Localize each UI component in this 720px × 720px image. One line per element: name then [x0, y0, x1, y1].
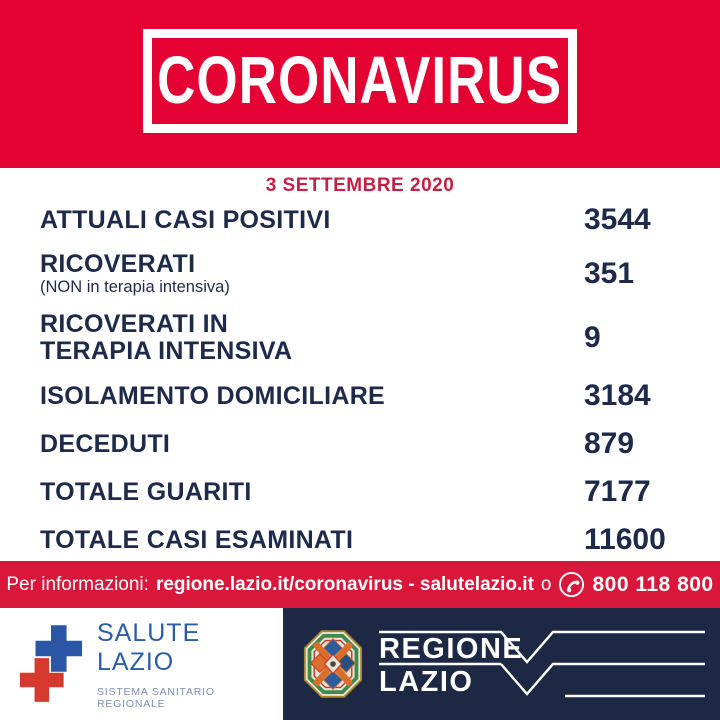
- lazio-text: LAZIO: [379, 666, 474, 698]
- title-frame: CORONAVIRUS: [143, 29, 577, 133]
- stat-value: 7177: [584, 475, 651, 508]
- stat-value: 3544: [584, 203, 651, 236]
- contact-prefix: Per informazioni:: [6, 573, 149, 595]
- stat-row-totale-casi-esaminati: TOTALE CASI ESAMINATI 11600: [0, 517, 720, 563]
- stat-label: TOTALE CASI ESAMINATI: [40, 525, 354, 554]
- stat-row-attuali-casi-positivi: ATTUALI CASI POSITIVI 3544: [0, 197, 720, 243]
- stats-panel: 3 SETTEMBRE 2020 ATTUALI CASI POSITIVI 3…: [0, 168, 720, 561]
- stat-label: RICOVERATI: [40, 250, 196, 278]
- stat-row-terapia-intensiva: RICOVERATI IN TERAPIA INTENSIVA 9: [0, 305, 720, 371]
- salute-lazio-cross-icon: [20, 625, 84, 703]
- stat-sublabel: (NON in terapia intensiva): [40, 278, 230, 296]
- regione-text: REGIONE: [379, 633, 523, 665]
- stat-value: 3184: [584, 379, 651, 412]
- regione-lazio-coat-of-arms-icon: [303, 629, 363, 699]
- stat-value: 9: [584, 321, 601, 354]
- contact-conjunction: o: [540, 573, 552, 595]
- header-banner: CORONAVIRUS: [0, 0, 720, 168]
- stat-label: DECEDUTI: [40, 429, 171, 458]
- salute-lazio-subtitle: SISTEMA SANITARIO REGIONALE: [97, 685, 215, 710]
- logos-bar: SALUTE LAZIO SISTEMA SANITARIO REGIONALE: [0, 608, 720, 720]
- stat-row-deceduti: DECEDUTI 879: [0, 421, 720, 467]
- page-title: CORONAVIRUS: [157, 43, 563, 119]
- stat-label: RICOVERATI IN: [40, 310, 229, 338]
- telephone-handset-icon: [558, 571, 585, 598]
- stat-label: ATTUALI CASI POSITIVI: [40, 205, 331, 234]
- stat-value: 351: [584, 257, 635, 290]
- contact-phone-number: 800 118 800: [592, 572, 714, 596]
- contact-strip: Per informazioni: regione.lazio.it/coron…: [0, 561, 720, 608]
- salute-lazio-logo: SALUTE LAZIO SISTEMA SANITARIO REGIONALE: [0, 608, 283, 720]
- stat-label: ISOLAMENTO DOMICILIARE: [40, 381, 386, 410]
- stat-row-totale-guariti: TOTALE GUARITI 7177: [0, 469, 720, 515]
- report-date: 3 SETTEMBRE 2020: [265, 175, 455, 196]
- stat-value: 879: [584, 427, 635, 460]
- regione-lazio-wordmark: REGIONE LAZIO: [375, 618, 705, 710]
- regione-lazio-logo: REGIONE LAZIO: [283, 608, 720, 720]
- stat-label-line2: TERAPIA INTENSIVA: [40, 337, 293, 365]
- stat-row-ricoverati: RICOVERATI (NON in terapia intensiva) 35…: [0, 245, 720, 303]
- stat-value: 11600: [584, 523, 666, 556]
- stat-label: TOTALE GUARITI: [40, 477, 252, 506]
- stat-row-isolamento-domiciliare: ISOLAMENTO DOMICILIARE 3184: [0, 373, 720, 419]
- contact-links: regione.lazio.it/coronavirus - salutelaz…: [155, 573, 534, 595]
- salute-lazio-name: SALUTE LAZIO: [97, 618, 201, 676]
